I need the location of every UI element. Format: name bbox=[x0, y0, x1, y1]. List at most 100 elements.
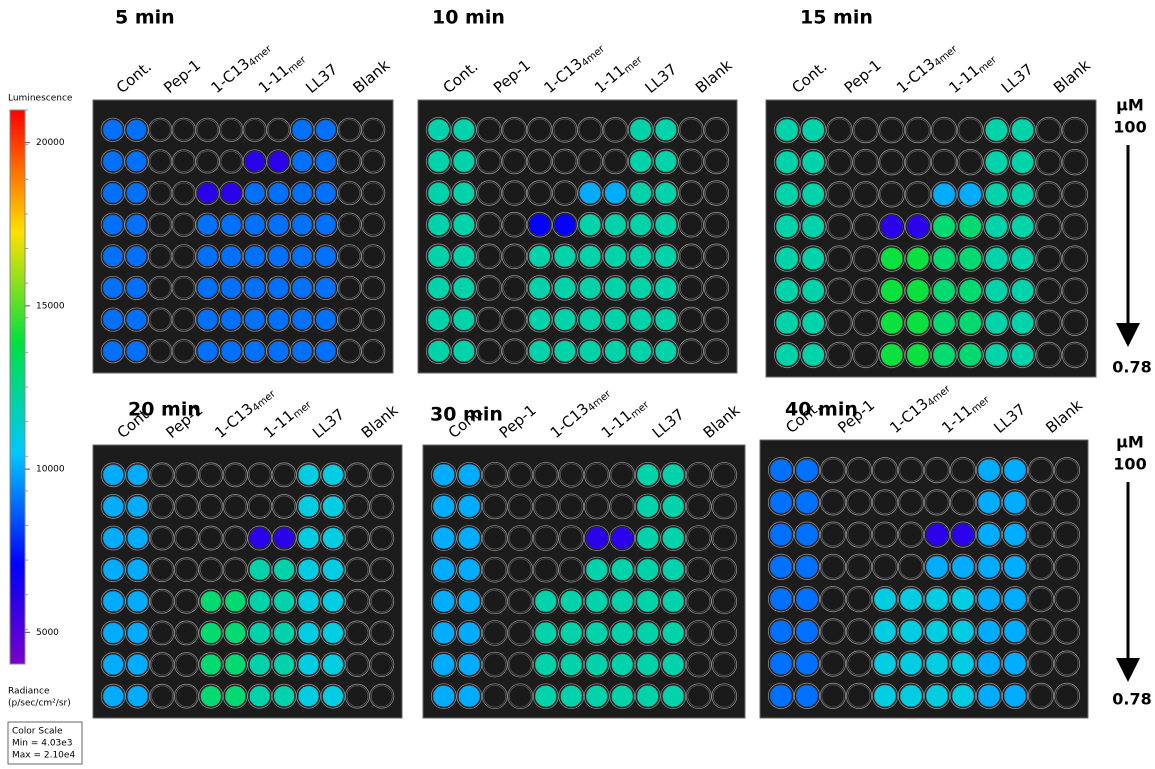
well bbox=[579, 309, 601, 331]
well bbox=[274, 496, 295, 517]
well bbox=[428, 245, 450, 267]
concentration-scale: μM 100 0.78 μM 100 0.78 bbox=[1112, 96, 1151, 709]
well bbox=[655, 340, 677, 362]
well bbox=[926, 685, 948, 707]
well bbox=[298, 686, 319, 707]
well bbox=[529, 340, 551, 362]
well bbox=[221, 183, 241, 203]
well bbox=[1064, 119, 1087, 142]
well bbox=[268, 341, 288, 361]
well bbox=[1037, 183, 1060, 206]
well bbox=[1004, 523, 1026, 545]
well bbox=[322, 622, 343, 643]
well bbox=[560, 559, 582, 581]
well bbox=[959, 312, 982, 335]
well bbox=[347, 528, 368, 549]
well bbox=[1011, 151, 1034, 174]
well bbox=[529, 182, 551, 204]
well bbox=[1004, 588, 1026, 610]
well bbox=[428, 309, 450, 331]
column-label-main: Pep-1 bbox=[160, 56, 204, 97]
well bbox=[339, 341, 359, 361]
well bbox=[900, 459, 922, 481]
well bbox=[316, 120, 336, 140]
well bbox=[1011, 215, 1034, 238]
well bbox=[200, 622, 221, 643]
well bbox=[560, 495, 582, 517]
well bbox=[770, 588, 792, 610]
well bbox=[900, 685, 922, 707]
well bbox=[268, 278, 288, 298]
well bbox=[978, 491, 1000, 513]
well bbox=[713, 559, 735, 581]
well bbox=[985, 183, 1008, 206]
well bbox=[959, 247, 982, 270]
well bbox=[458, 464, 480, 486]
well bbox=[150, 120, 170, 140]
column-label-main: Blank bbox=[1042, 396, 1086, 437]
well bbox=[713, 685, 735, 707]
well bbox=[245, 120, 265, 140]
well bbox=[176, 496, 197, 517]
well bbox=[200, 464, 221, 485]
well bbox=[662, 559, 684, 581]
well bbox=[926, 620, 948, 642]
well bbox=[152, 591, 173, 612]
well bbox=[952, 652, 974, 674]
well bbox=[509, 527, 531, 549]
well bbox=[662, 527, 684, 549]
well bbox=[1056, 620, 1078, 642]
well bbox=[952, 588, 974, 610]
well bbox=[880, 247, 903, 270]
well bbox=[874, 491, 896, 513]
well bbox=[428, 151, 450, 173]
well bbox=[504, 309, 526, 331]
conc-top: 100 bbox=[1113, 118, 1146, 137]
well bbox=[828, 247, 851, 270]
well bbox=[197, 278, 217, 298]
well bbox=[605, 340, 627, 362]
well bbox=[828, 312, 851, 335]
panel-title: 5 min bbox=[115, 7, 175, 29]
well bbox=[150, 151, 170, 171]
well bbox=[274, 528, 295, 549]
well bbox=[268, 151, 288, 171]
well bbox=[985, 279, 1008, 302]
well bbox=[176, 559, 197, 580]
well bbox=[985, 312, 1008, 335]
well bbox=[560, 654, 582, 676]
well bbox=[828, 119, 851, 142]
well bbox=[1030, 685, 1052, 707]
well bbox=[706, 340, 728, 362]
column-label: LL37 bbox=[302, 60, 341, 97]
well bbox=[630, 245, 652, 267]
column-label: LL37 bbox=[990, 400, 1029, 437]
well bbox=[103, 278, 123, 298]
well bbox=[1037, 119, 1060, 142]
well bbox=[363, 215, 383, 235]
well bbox=[127, 464, 148, 485]
well bbox=[127, 622, 148, 643]
well bbox=[978, 652, 1000, 674]
well bbox=[103, 654, 124, 675]
column-label-main: Cont. bbox=[113, 57, 155, 96]
well bbox=[529, 245, 551, 267]
well bbox=[433, 654, 455, 676]
well bbox=[880, 151, 903, 174]
well bbox=[453, 309, 475, 331]
well bbox=[770, 556, 792, 578]
well bbox=[268, 246, 288, 266]
well bbox=[225, 559, 246, 580]
well bbox=[560, 685, 582, 707]
column-label-sub: 4mer bbox=[586, 388, 614, 414]
well bbox=[200, 528, 221, 549]
conc-unit: μM bbox=[1116, 433, 1144, 452]
well bbox=[453, 182, 475, 204]
well bbox=[103, 309, 123, 329]
well bbox=[848, 556, 870, 578]
well bbox=[586, 464, 608, 486]
well bbox=[225, 591, 246, 612]
well bbox=[433, 590, 455, 612]
well bbox=[926, 588, 948, 610]
well bbox=[586, 654, 608, 676]
